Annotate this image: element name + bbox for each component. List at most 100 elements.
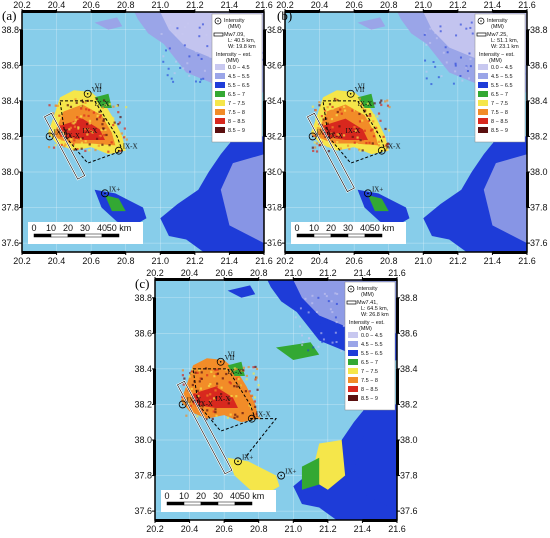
site-label: VI <box>95 82 103 90</box>
raster-cell <box>108 117 111 120</box>
raster-cell <box>373 130 377 133</box>
y-tick-label-right: 38.4 <box>530 96 548 106</box>
y-tick-label-left: 38.8 <box>275 25 282 35</box>
y-tick-label-left: 38.4 <box>1 96 19 106</box>
scalebar-tick-label: 20 <box>196 491 206 501</box>
raster-cell <box>336 140 339 144</box>
raster-cell <box>190 370 194 373</box>
raster-cell <box>185 388 188 391</box>
raster-cell <box>205 33 208 36</box>
raster-cell <box>362 137 365 141</box>
raster-cell <box>257 384 260 387</box>
raster-cell <box>379 101 382 104</box>
scalebar-segment <box>217 501 236 506</box>
mainland-east-inner <box>483 154 527 244</box>
legend-class-label: 7 − 7.5 <box>491 101 508 107</box>
raster-cell <box>105 133 108 137</box>
raster-cell <box>348 147 351 151</box>
raster-cell <box>77 127 80 130</box>
raster-cell <box>378 150 382 153</box>
legend-rupture-label: Mw7.25, <box>487 32 508 38</box>
raster-cell <box>354 129 357 132</box>
raster-cell <box>336 99 339 102</box>
legend-swatch <box>348 395 358 401</box>
raster-cell <box>328 330 331 333</box>
legend-swatch <box>215 127 225 133</box>
islet-north <box>227 285 256 298</box>
raster-cell <box>78 128 82 131</box>
raster-cell <box>445 61 448 64</box>
raster-cell <box>364 109 367 112</box>
raster-cell <box>238 400 241 403</box>
raster-cell <box>92 133 95 136</box>
scalebar-tick-label: 30 <box>343 223 353 233</box>
raster-cell <box>56 104 59 107</box>
raster-cell <box>380 103 383 107</box>
raster-cell <box>79 98 83 101</box>
scalebar-tick-label: 10 <box>46 223 56 233</box>
raster-cell <box>189 371 192 375</box>
raster-cell <box>229 413 232 416</box>
raster-cell <box>323 292 326 295</box>
raster-cell <box>369 114 372 118</box>
raster-cell <box>105 126 108 129</box>
raster-cell <box>195 392 198 395</box>
raster-cell <box>299 307 302 310</box>
raster-cell <box>311 105 314 108</box>
raster-cell <box>252 372 255 375</box>
x-tick-label-top: 21.2 <box>186 0 204 10</box>
legend-class-label: 0.0 − 4.5 <box>491 65 513 71</box>
scalebar-segment <box>364 233 383 238</box>
legend-swatch <box>348 359 358 365</box>
frame-bar <box>423 251 458 254</box>
raster-cell <box>98 116 101 119</box>
raster-cell <box>353 126 356 129</box>
y-tick-label-right: 37.6 <box>400 506 418 516</box>
raster-cell <box>377 112 381 115</box>
frame-bar <box>396 297 399 334</box>
fault-extension <box>244 418 278 459</box>
raster-cell <box>424 59 427 62</box>
raster-cell <box>207 384 211 388</box>
legend-rupture-label: W: 19.8 km <box>228 44 256 50</box>
raster-cell <box>342 134 346 137</box>
raster-cell <box>103 127 106 130</box>
frame-bar <box>22 10 57 13</box>
site-label: IX-X <box>328 132 343 140</box>
raster-cell <box>71 121 74 125</box>
raster-cell <box>314 109 317 112</box>
raster-cell <box>162 55 165 58</box>
raster-cell <box>199 377 202 380</box>
raster-cell <box>254 378 257 381</box>
site-marker-icon <box>83 89 92 98</box>
raster-cell <box>384 149 387 152</box>
legend-class-label: 7 − 7.5 <box>361 369 378 375</box>
raster-cell <box>311 146 314 149</box>
raster-cell <box>98 110 101 113</box>
x-tick-label-bottom: 21.4 <box>484 256 502 266</box>
raster-cell <box>340 350 343 353</box>
raster-cell <box>191 368 194 371</box>
raster-cell <box>234 413 237 416</box>
raster-cell <box>83 114 86 117</box>
x-tick-label-top: 21.0 <box>152 0 170 10</box>
frame-bar <box>293 278 328 281</box>
raster-cell <box>66 104 69 107</box>
raster-cell <box>315 311 318 314</box>
x-tick-label-top: 20.4 <box>311 0 329 10</box>
x-tick-label-top: 20.8 <box>117 0 135 10</box>
site-label: IX+ <box>109 185 120 193</box>
raster-cell <box>192 373 195 376</box>
y-tick-label-right: 38.8 <box>267 25 275 35</box>
raster-cell <box>244 390 247 393</box>
scalebar-tick-label: 0 <box>31 223 36 233</box>
raster-cell <box>335 341 338 344</box>
y-tick-label-left: 38.8 <box>1 25 19 35</box>
raster-cell <box>54 144 57 147</box>
raster-cell <box>200 57 203 60</box>
raster-cell <box>237 378 240 381</box>
legend-class-label: 7.5 − 8 <box>491 110 508 116</box>
raster-cell <box>311 294 314 297</box>
raster-cell <box>230 394 233 398</box>
raster-cell <box>361 107 364 110</box>
